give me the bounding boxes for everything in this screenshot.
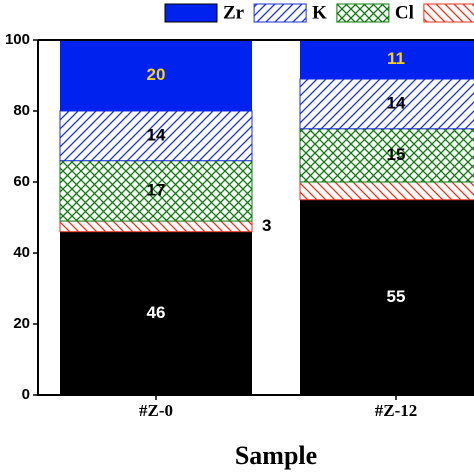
data-label: 46 bbox=[147, 303, 166, 322]
y-tick-label: 20 bbox=[13, 315, 30, 332]
legend-swatch bbox=[423, 3, 474, 23]
y-tick-label: 100 bbox=[5, 31, 30, 48]
bar-segment bbox=[59, 220, 253, 233]
x-tick-label: #Z-12 bbox=[375, 401, 418, 420]
bar-segment bbox=[59, 160, 253, 222]
data-label: 11 bbox=[387, 49, 405, 68]
y-tick-label: 40 bbox=[13, 244, 30, 261]
data-label: 15 bbox=[387, 145, 406, 164]
bar-segment bbox=[300, 199, 474, 395]
legend-swatch bbox=[336, 3, 390, 23]
bar-segment bbox=[300, 40, 474, 80]
bar-segment bbox=[60, 231, 252, 395]
bar-segment bbox=[299, 181, 474, 201]
legend-swatch bbox=[164, 3, 218, 23]
legend-label: Cl bbox=[395, 2, 414, 23]
data-label: 17 bbox=[147, 180, 166, 199]
data-label: 55 bbox=[387, 287, 406, 306]
axis-frame bbox=[37, 39, 474, 396]
y-tick-label: 80 bbox=[13, 102, 30, 119]
data-label: 20 bbox=[147, 65, 166, 84]
legend-label: Zr bbox=[223, 2, 245, 23]
legend-swatch bbox=[253, 3, 307, 23]
bar-segment bbox=[299, 78, 474, 130]
data-label: 14 bbox=[147, 125, 166, 144]
bar-segment bbox=[60, 40, 252, 111]
data-label: 3 bbox=[262, 216, 271, 235]
y-tick-label: 0 bbox=[22, 386, 30, 403]
data-label: 14 bbox=[387, 93, 406, 112]
bar-segment bbox=[299, 128, 474, 183]
x-tick-label: #Z-0 bbox=[139, 401, 173, 420]
y-tick-label: 60 bbox=[13, 173, 30, 190]
x-axis-label: Sample bbox=[235, 441, 317, 470]
legend-label: K bbox=[312, 2, 327, 23]
